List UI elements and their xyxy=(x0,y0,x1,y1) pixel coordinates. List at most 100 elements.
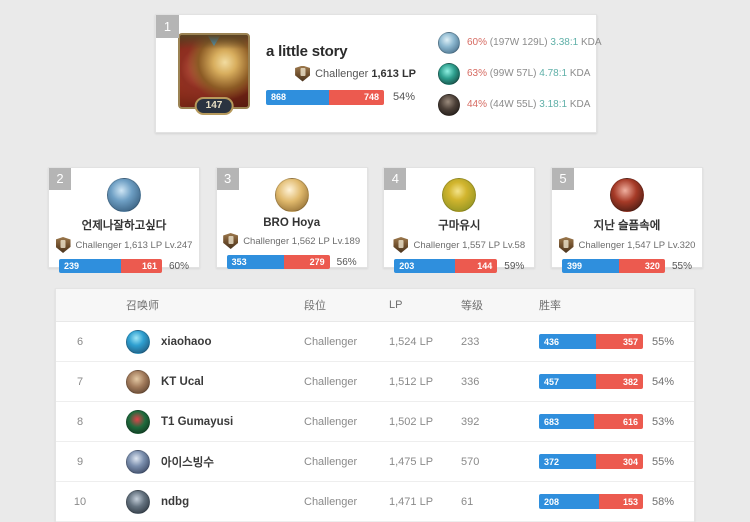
row-level: 61 xyxy=(461,495,474,508)
winrate-percent: 53% xyxy=(652,415,675,428)
row-tier: Challenger xyxy=(304,415,358,428)
row-summoner-name[interactable]: KT Ucal xyxy=(161,375,204,388)
tier-row: Challenger 1,562 LP Lv.189 xyxy=(217,233,367,249)
summoner-avatar-gold[interactable] xyxy=(274,178,309,212)
summoner-avatar-blue[interactable] xyxy=(107,178,141,212)
row-level: 233 xyxy=(461,335,480,348)
summoner-portrait[interactable]: 147 xyxy=(178,32,250,115)
summoner-name[interactable]: 구마유시 xyxy=(438,220,481,232)
losses-segment: 279 xyxy=(284,255,330,269)
winloss-bar: 683 616 xyxy=(539,414,643,429)
lp-value: 1,613 LP xyxy=(124,239,162,251)
champion-stat-row[interactable]: 60% (197W 129L) 3.38:1 KDA xyxy=(438,31,602,54)
row-summoner-name[interactable]: ndbg xyxy=(161,495,190,508)
champion-stat-row[interactable]: 44% (44W 55L) 3.18:1 KDA xyxy=(438,93,602,116)
header-summoner[interactable]: 召唤师 xyxy=(126,300,159,312)
tier-label: Challenger xyxy=(315,67,369,80)
losses-segment: 144 xyxy=(454,259,498,273)
wins-segment: 203 xyxy=(394,259,455,273)
champion-winrate: 44% xyxy=(467,98,488,110)
player-card[interactable]: 4 구마유시 Challenger 1,557 LP Lv.58 203 144 59% xyxy=(383,167,536,273)
header-lp[interactable]: LP xyxy=(389,299,403,311)
table-row[interactable]: 8 T1 Gumayusi Challenger 1,502 LP 392 683 616 5… xyxy=(56,402,694,442)
row-summoner-name[interactable]: 아이스빙수 xyxy=(161,456,214,469)
summoner-avatar-ice[interactable] xyxy=(126,449,150,474)
row-summoner[interactable]: KT Ucal xyxy=(104,369,304,394)
table-row[interactable]: 9 아이스빙수 Challenger 1,475 LP 570 372 304 55% xyxy=(56,442,694,482)
level-value: Lv.320 xyxy=(667,239,696,251)
summoner-name[interactable]: 지난 슬픔속에 xyxy=(593,220,661,232)
champion-icon-3[interactable] xyxy=(438,93,460,116)
summoner-name[interactable]: BRO Hoya xyxy=(263,217,321,229)
champion-stat-text: 63% (99W 57L) 4.78:1 KDA xyxy=(467,68,590,80)
summoner-avatar-kt-ucal[interactable] xyxy=(126,369,150,394)
tier-label: Challenger xyxy=(578,239,625,251)
row-rank: 6 xyxy=(76,335,84,348)
winloss-row: 353 279 56% xyxy=(217,255,367,269)
champion-stat-text: 60% (197W 129L) 3.38:1 KDA xyxy=(467,37,602,49)
row-summoner-name[interactable]: T1 Gumayusi xyxy=(161,415,234,428)
champion-winrate: 63% xyxy=(467,67,488,79)
champion-record: (197W 129L) xyxy=(489,36,548,48)
challenger-emblem-icon xyxy=(393,237,409,253)
champion-kda: 3.38:1 xyxy=(550,36,579,48)
row-summoner[interactable]: xiaohaoo xyxy=(104,329,304,354)
winloss-row: 203 144 59% xyxy=(384,259,534,273)
champion-kda: 4.78:1 xyxy=(539,67,568,79)
row-rank: 8 xyxy=(76,415,84,428)
winloss-row: 239 161 60% xyxy=(49,259,199,273)
wins-segment: 399 xyxy=(561,259,620,273)
row-lp: 1,471 LP xyxy=(389,495,434,508)
champion-stats-list: 60% (197W 129L) 3.38:1 KDA 63% (99W 57L) … xyxy=(416,31,602,116)
wins-segment: 868 xyxy=(266,89,330,105)
summoner-name[interactable]: a little story xyxy=(266,42,348,60)
summoner-avatar-xiaohaoo[interactable] xyxy=(126,329,150,354)
table-row[interactable]: 10 ndbg Challenger 1,471 LP 61 208 153 58% xyxy=(56,482,694,522)
summoner-avatar-green[interactable] xyxy=(442,178,477,212)
winloss-row: 868 748 54% xyxy=(266,89,416,105)
header-tier[interactable]: 段位 xyxy=(304,300,326,312)
header-level[interactable]: 等级 xyxy=(461,300,483,312)
winloss-bar: 239 161 xyxy=(58,259,162,273)
top-ranked-player-card[interactable]: 1 147 a little story Challenger 1,613 LP… xyxy=(155,14,602,133)
row-level: 392 xyxy=(461,415,480,428)
table-row[interactable]: 6 xiaohaoo Challenger 1,524 LP 233 436 357 55% xyxy=(56,322,694,362)
tier-text: Challenger 1,613 LP Lv.247 xyxy=(76,240,193,251)
winloss-bar: 203 144 xyxy=(394,259,498,273)
champion-icon-2[interactable] xyxy=(438,62,460,85)
losses-segment: 153 xyxy=(598,494,643,509)
summoner-avatar-red[interactable] xyxy=(609,178,644,212)
tier-text: Challenger 1,613 LP xyxy=(315,68,416,80)
header-winrate[interactable]: 胜率 xyxy=(539,300,561,312)
losses-segment: 616 xyxy=(593,414,643,429)
winrate-percent: 59% xyxy=(504,260,525,272)
wins-segment: 683 xyxy=(539,414,594,429)
row-winrate: 436 357 55% xyxy=(539,334,694,349)
row-summoner[interactable]: 아이스빙수 xyxy=(104,449,304,474)
challenger-emblem-icon xyxy=(295,65,311,82)
row-summoner[interactable]: T1 Gumayusi xyxy=(104,409,304,434)
summoner-avatar-ndbg[interactable] xyxy=(126,489,150,514)
winloss-bar: 399 320 xyxy=(561,259,665,273)
row-tier: Challenger xyxy=(304,375,358,388)
summoner-avatar-t1-gumayusi[interactable] xyxy=(126,409,150,434)
row-summoner[interactable]: ndbg xyxy=(104,489,304,514)
champion-stat-row[interactable]: 63% (99W 57L) 4.78:1 KDA xyxy=(438,62,602,85)
player-card[interactable]: 3 BRO Hoya Challenger 1,562 LP Lv.189 353 27… xyxy=(215,167,368,269)
rank-badge: 4 xyxy=(384,168,407,190)
champion-icon-1[interactable] xyxy=(438,31,460,54)
row-rank: 10 xyxy=(73,495,87,508)
wins-segment: 208 xyxy=(539,494,599,509)
lp-value: 1,557 LP xyxy=(462,239,500,251)
player-card[interactable]: 5 지난 슬픔속에 Challenger 1,547 LP Lv.320 399 320… xyxy=(550,167,703,273)
champion-record: (44W 55L) xyxy=(489,98,537,110)
row-tier: Challenger xyxy=(304,495,358,508)
row-winrate: 208 153 58% xyxy=(539,494,694,509)
player-card[interactable]: 2 언제나잘하고싶다 Challenger 1,613 LP Lv.247 239 16… xyxy=(48,167,200,273)
champion-kda-label: KDA xyxy=(569,67,591,79)
rank-badge: 5 xyxy=(551,168,574,190)
summoner-name[interactable]: 언제나잘하고싶다 xyxy=(81,220,167,232)
table-row[interactable]: 7 KT Ucal Challenger 1,512 LP 336 457 382 54% xyxy=(56,362,694,402)
row-summoner-name[interactable]: xiaohaoo xyxy=(161,335,212,348)
winloss-bar: 868 748 xyxy=(266,89,384,105)
